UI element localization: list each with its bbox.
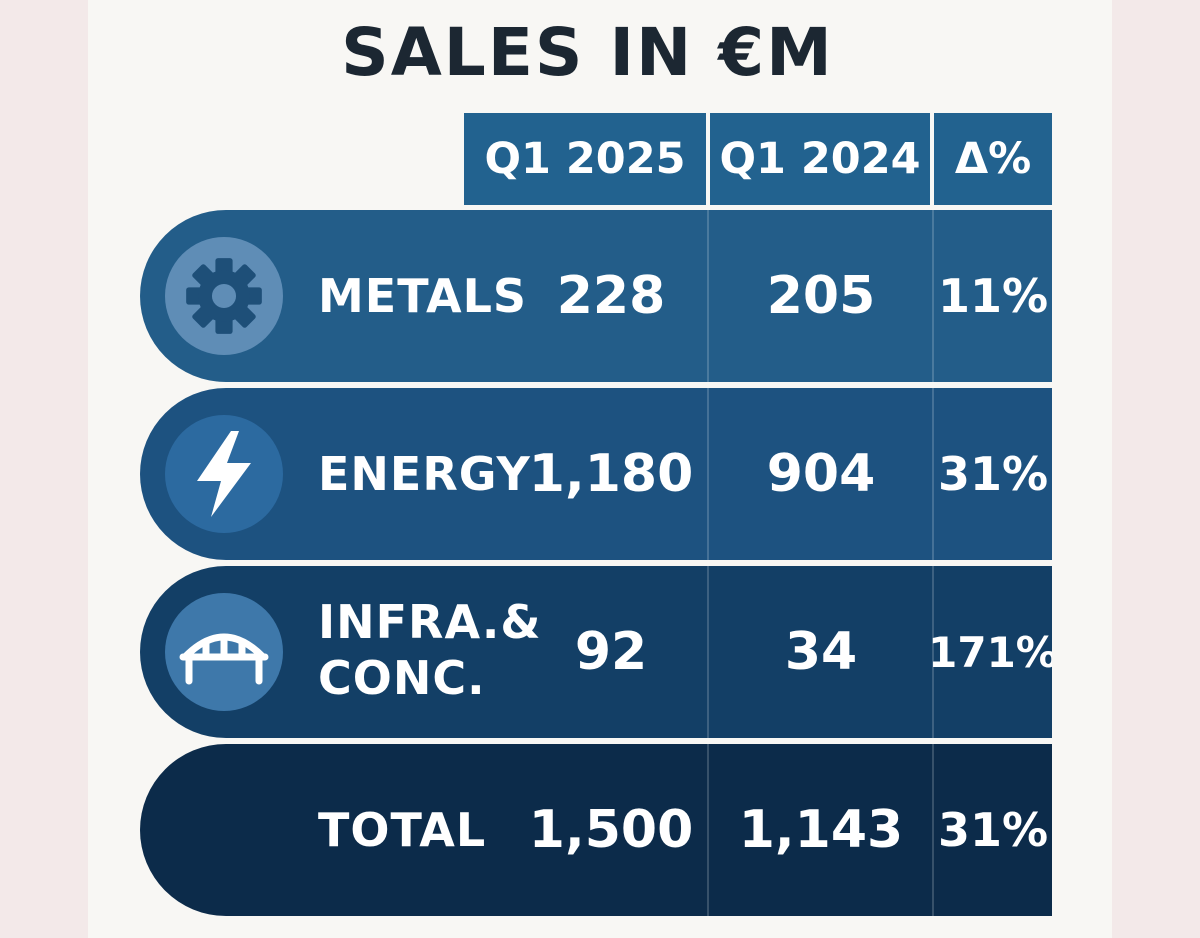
column-header-delta: Δ%: [934, 113, 1052, 205]
bridge-icon: [165, 593, 283, 711]
row-label-infra-line1: INFRA.&: [318, 595, 542, 649]
table-row-total: TOTAL 1,500 1,143 31%: [140, 744, 1052, 916]
table-row-metals: METALS 228 205 11%: [140, 210, 1052, 382]
column-divider: [707, 744, 709, 916]
cell-energy-q1-2025: 1,180: [528, 444, 694, 504]
column-divider: [932, 210, 934, 382]
cell-metals-q1-2025: 228: [556, 266, 666, 326]
row-label-infra-conc: INFRA.& CONC.: [318, 566, 542, 736]
table-row-infra-conc: INFRA.& CONC. 92 34 171%: [140, 566, 1052, 738]
table-row-energy: ENERGY 1,180 904 31%: [140, 388, 1052, 560]
gear-icon: [165, 237, 283, 355]
cell-infra-q1-2024: 34: [784, 622, 858, 682]
row-label-total: TOTAL: [318, 803, 487, 857]
column-divider: [707, 388, 709, 560]
column-header-q1-2025: Q1 2025: [464, 113, 706, 205]
row-label-infra-line2: CONC.: [318, 651, 486, 705]
cell-metals-delta: 11%: [937, 269, 1049, 323]
column-divider: [707, 210, 709, 382]
row-label-energy: ENERGY: [318, 447, 531, 501]
cell-total-q1-2025: 1,500: [528, 800, 694, 860]
column-divider: [932, 566, 934, 738]
lightning-icon: [165, 415, 283, 533]
cell-energy-delta: 31%: [937, 447, 1049, 501]
cell-infra-q1-2025: 92: [574, 622, 648, 682]
row-label-metals: METALS: [318, 269, 528, 323]
column-divider: [707, 566, 709, 738]
cell-infra-delta: 171%: [928, 627, 1052, 677]
cell-metals-q1-2024: 205: [766, 266, 876, 326]
column-divider: [932, 744, 934, 916]
chart-title: SALES IN €M: [341, 14, 834, 91]
cell-total-delta: 31%: [937, 803, 1049, 857]
column-divider: [932, 388, 934, 560]
cell-total-q1-2024: 1,143: [738, 800, 904, 860]
column-header-q1-2024: Q1 2024: [710, 113, 930, 205]
cell-energy-q1-2024: 904: [766, 444, 876, 504]
